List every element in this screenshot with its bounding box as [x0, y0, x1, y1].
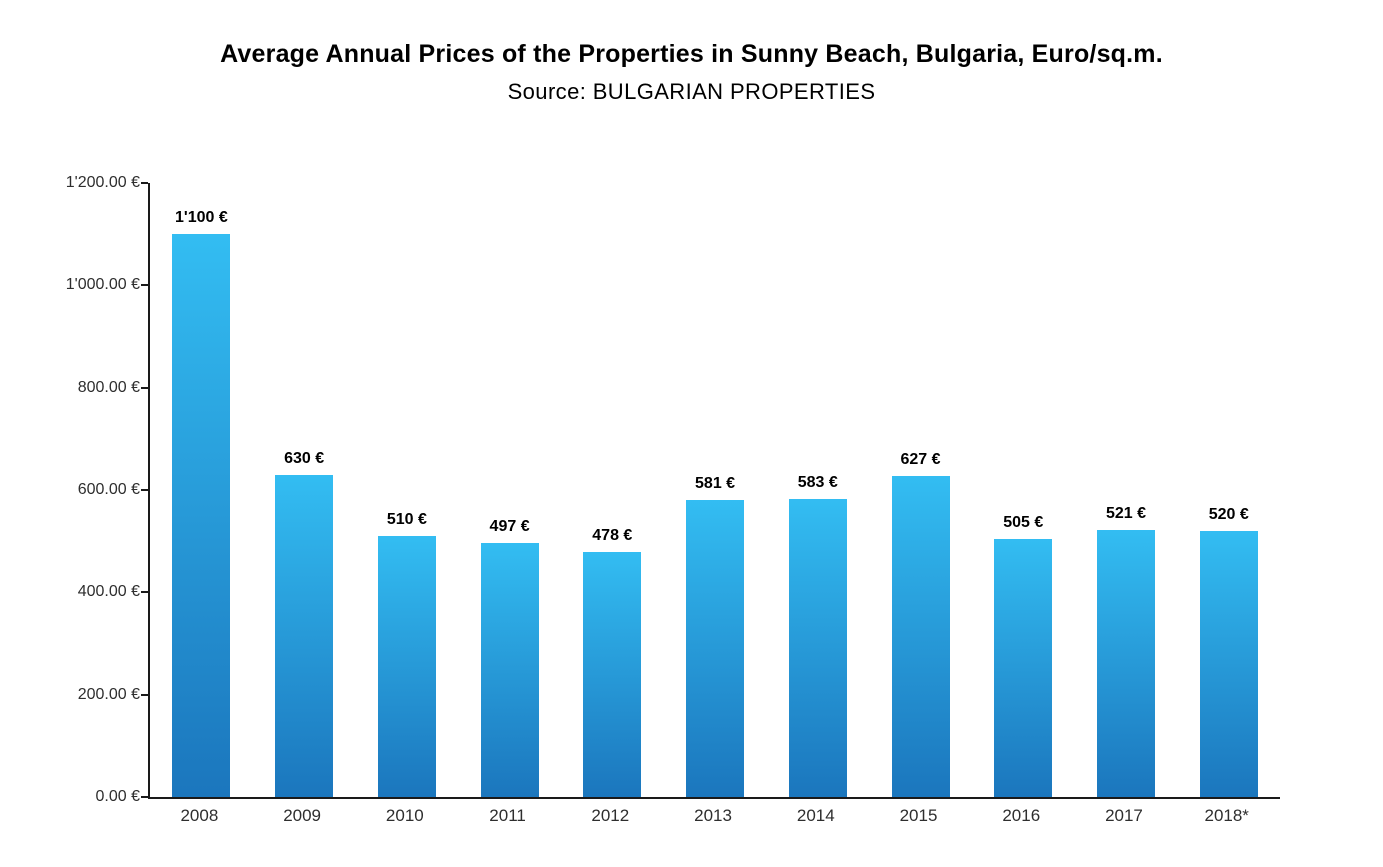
bar-value-label: 630 € — [284, 449, 325, 467]
x-tick-label: 2011 — [489, 806, 526, 825]
bar — [1096, 530, 1155, 797]
chart-subtitle: Source: BULGARIAN PROPERTIES — [507, 79, 876, 104]
bar — [788, 498, 847, 797]
x-tick-label: 2009 — [283, 806, 322, 825]
y-tick-label: 400.00 € — [77, 583, 140, 601]
bar-slot: 581 € — [664, 183, 767, 797]
x-tick-label: 2010 — [385, 806, 424, 825]
bar-value-label: 583 € — [797, 473, 838, 491]
bar-slot: 510 € — [355, 183, 458, 797]
y-tick-mark — [141, 796, 148, 798]
bar-value-label: 627 € — [900, 451, 941, 469]
y-tick-mark — [141, 591, 148, 594]
x-tick-label: 2014 — [796, 806, 835, 825]
bar-value-label: 510 € — [386, 511, 427, 529]
x-tick-label: 2008 — [180, 806, 219, 825]
chart-title: Average Annual Prices of the Properties … — [220, 40, 1163, 68]
bar-value-label: 505 € — [1003, 513, 1044, 531]
bar — [994, 538, 1053, 797]
x-tick-label: 2016 — [1002, 806, 1041, 825]
bar — [275, 474, 334, 797]
plot-area: 1'100 € 630 € 510 € 497 € 478 € 581 € 583 € 627… — [148, 183, 1280, 799]
x-axis: 2008 2009 2010 2011 2012 2013 2014 2015 2016 2017… — [148, 806, 1278, 826]
y-tick-mark — [141, 182, 148, 184]
bar — [1199, 530, 1258, 797]
bar-value-label: 520 € — [1208, 505, 1249, 523]
bar-slot: 505 € — [972, 183, 1075, 797]
bar-value-label: 497 € — [489, 517, 530, 535]
bar-slot: 520 € — [1177, 183, 1280, 797]
bar-slot: 478 € — [561, 183, 664, 797]
y-tick-label: 200.00 € — [77, 685, 140, 703]
bar-slot: 497 € — [458, 183, 561, 797]
bar-slot: 627 € — [869, 183, 972, 797]
bar — [891, 476, 950, 797]
y-axis: 0.00 € 200.00 € 400.00 € 600.00 € 800.00 € 1'… — [0, 174, 148, 805]
y-tick-mark — [141, 284, 148, 287]
y-tick-label: 1'000.00 € — [65, 276, 140, 294]
x-tick-label: 2018* — [1204, 806, 1249, 825]
y-tick-mark — [141, 386, 148, 389]
x-tick-label: 2012 — [591, 806, 630, 825]
x-tick-label: 2013 — [694, 806, 732, 825]
y-tick-mark — [141, 489, 148, 491]
bar-slot: 630 € — [253, 183, 356, 797]
x-tick-label: 2017 — [1105, 806, 1143, 825]
y-tick-label: 800.00 € — [77, 378, 140, 396]
x-tick-label: 2015 — [899, 806, 938, 825]
y-tick-label: 600.00 € — [77, 481, 140, 498]
bar — [686, 499, 745, 797]
bar-slot: 583 € — [766, 183, 869, 797]
bar — [583, 552, 642, 797]
bar — [377, 536, 436, 797]
bar — [480, 542, 539, 797]
bar-value-label: 581 € — [695, 474, 736, 492]
bar-value-label: 521 € — [1105, 505, 1146, 523]
y-tick-label: 0.00 € — [95, 788, 140, 805]
bar-slot: 1'100 € — [150, 183, 253, 797]
bar-value-label: 478 € — [592, 527, 633, 545]
bar-value-label: 1'100 € — [174, 209, 228, 227]
y-tick-mark — [141, 693, 148, 696]
bar-slot: 521 € — [1075, 183, 1178, 797]
y-tick-label: 1'200.00 € — [65, 174, 140, 191]
bar — [172, 234, 231, 797]
